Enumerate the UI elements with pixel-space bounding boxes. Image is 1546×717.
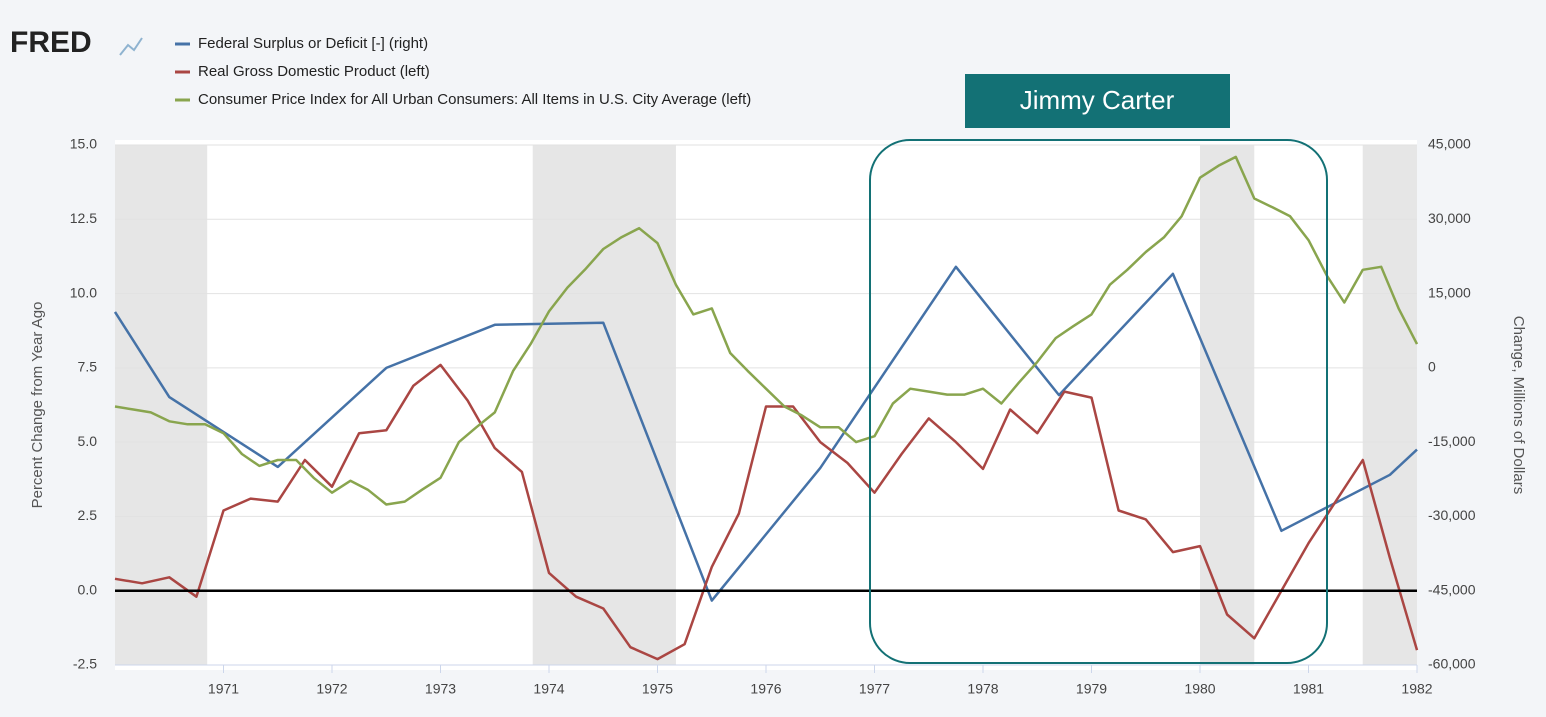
x-tick-label: 1980 (1184, 681, 1215, 697)
x-tick-label: 1976 (750, 681, 781, 697)
y2-tick-label: 0 (1428, 359, 1436, 375)
annotation-box (965, 74, 1230, 128)
x-tick-label: 1972 (316, 681, 347, 697)
series-line (114, 363, 1419, 661)
logo: FRED (10, 26, 92, 59)
x-tick-label: 1977 (859, 681, 890, 697)
y-tick-label: 7.5 (78, 359, 98, 375)
x-tick-label: 1981 (1293, 681, 1324, 697)
recession-band (115, 145, 208, 665)
y-tick-label: 12.5 (70, 210, 97, 226)
x-tick-label: 1978 (967, 681, 998, 697)
y2-tick-label: -45,000 (1428, 581, 1476, 597)
y-axis-label: Percent Change from Year Ago (29, 302, 46, 509)
x-tick-label: 1982 (1401, 681, 1432, 697)
y2-tick-label: 30,000 (1428, 210, 1471, 226)
y2-tick-label: 15,000 (1428, 284, 1471, 300)
recession-band (1362, 145, 1417, 665)
x-tick-label: 1973 (425, 681, 456, 697)
y-tick-label: 0.0 (78, 581, 98, 597)
y-tick-label: -2.5 (73, 656, 97, 672)
y-tick-label: 5.0 (78, 433, 98, 449)
plot-back (115, 144, 1418, 673)
legend-label: Real Gross Domestic Product (left) (198, 63, 430, 80)
highlight-box (869, 139, 1328, 664)
logo-icon (119, 37, 143, 56)
y2-tick-label: 45,000 (1428, 136, 1471, 152)
recession-band (532, 145, 676, 665)
x-tick-label: 1971 (208, 681, 239, 697)
y-tick-label: 2.5 (78, 507, 98, 523)
y2-tick-label: -15,000 (1428, 433, 1476, 449)
series-line (114, 155, 1419, 506)
x-tick-label: 1974 (533, 681, 564, 697)
y2-axis-label: Change, Millions of Dollars (1510, 316, 1527, 494)
annotation: Jimmy Carter (1020, 85, 1175, 115)
legend-label: Consumer Price Index for All Urban Consu… (198, 91, 751, 108)
plot-lines (113, 155, 1419, 661)
legend-label: Federal Surplus or Deficit [-] (right) (198, 35, 428, 52)
series-line (113, 265, 1418, 602)
y2-tick-label: -60,000 (1428, 656, 1476, 672)
x-tick-label: 1975 (642, 681, 673, 697)
y2-tick-label: -30,000 (1428, 507, 1476, 523)
x-tick-label: 1979 (1076, 681, 1107, 697)
y-tick-label: 10.0 (70, 284, 97, 300)
y-tick-label: 15.0 (70, 136, 97, 152)
